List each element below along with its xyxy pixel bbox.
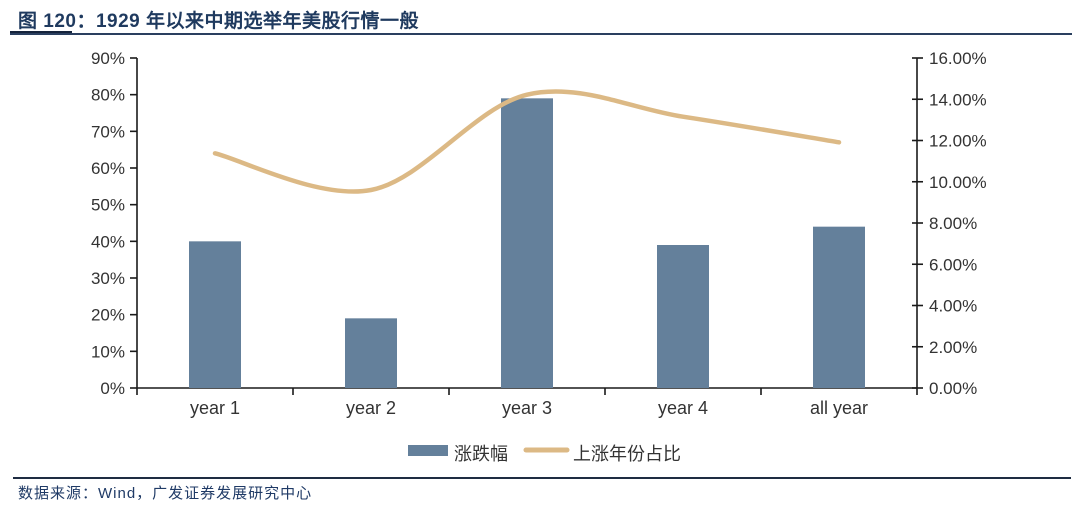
bar xyxy=(501,98,553,389)
right-axis-tick-label: 4.00% xyxy=(929,297,977,316)
right-axis-tick-label: 10.00% xyxy=(929,173,987,192)
line-series xyxy=(212,89,842,194)
left-axis-tick-label: 90% xyxy=(91,49,125,68)
legend-line-label: 上涨年份占比 xyxy=(573,444,681,464)
bar xyxy=(657,245,709,388)
left-axis-tick-label: 50% xyxy=(91,196,125,215)
right-axis-tick-label: 16.00% xyxy=(929,49,987,68)
left-axis-tick-label: 60% xyxy=(91,159,125,178)
legend-bar-swatch xyxy=(408,445,448,456)
bar xyxy=(813,226,865,388)
x-axis-category-label: year 1 xyxy=(190,398,240,418)
title-underline-accent xyxy=(10,31,72,34)
bar xyxy=(189,241,241,388)
combo-chart: 90% 80% 70% 60% 50% 40% 30% 20% 10% 0% 16.00% 14.00… xyxy=(91,49,987,464)
legend-bar-label: 涨跌幅 xyxy=(454,444,508,464)
right-axis-tick-label: 6.00% xyxy=(929,255,977,274)
x-axis-category-label: year 4 xyxy=(658,398,708,418)
left-axis-tick-label: 10% xyxy=(91,342,125,361)
left-axis-tick-label: 80% xyxy=(91,86,125,105)
right-axis-tick-label: 2.00% xyxy=(929,338,977,357)
left-axis-tick-label: 70% xyxy=(91,122,125,141)
data-source: 数据来源：Wind，广发证券发展研究中心 xyxy=(18,485,313,502)
x-axis-category-label: all year xyxy=(810,398,868,418)
right-axis-tick-label: 14.00% xyxy=(929,90,987,109)
left-axis-tick-label: 40% xyxy=(91,232,125,251)
title-rule xyxy=(10,33,1072,35)
right-axis-tick-label: 8.00% xyxy=(929,214,977,233)
footer-rule xyxy=(13,477,1071,479)
x-axis-category-label: year 3 xyxy=(502,398,552,418)
bar xyxy=(345,318,397,388)
x-axis-category-label: year 2 xyxy=(346,398,396,418)
left-axis-tick-label: 20% xyxy=(91,306,125,325)
right-axis-tick-label: 0.00% xyxy=(929,379,977,398)
left-axis-tick-label: 30% xyxy=(91,269,125,288)
figure-title: 图 120：1929 年以来中期选举年美股行情一般 xyxy=(18,11,420,32)
left-axis-tick-label: 0% xyxy=(100,379,125,398)
right-axis-tick-label: 12.00% xyxy=(929,132,987,151)
